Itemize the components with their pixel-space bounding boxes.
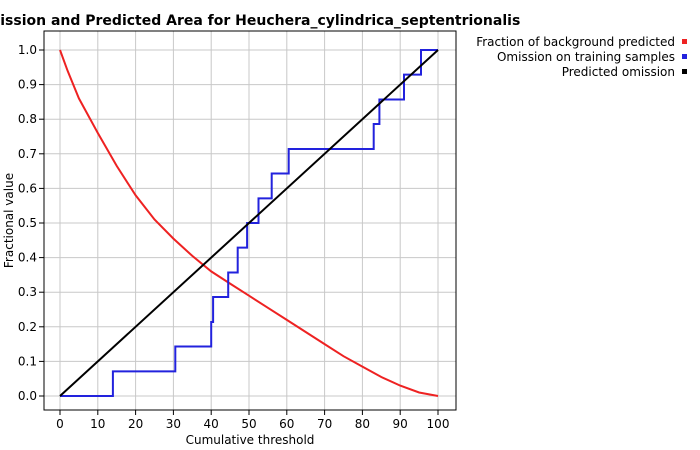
y-tick-label: 0.7	[18, 147, 37, 161]
series-line-predicted-omission	[59, 49, 439, 397]
x-tick-label: 10	[90, 417, 105, 431]
legend: Fraction of background predictedOmission…	[476, 35, 687, 79]
y-tick-label: 1.0	[18, 43, 37, 57]
x-tick-label: 60	[279, 417, 294, 431]
legend-label: Omission on training samples	[497, 50, 675, 64]
y-tick-label: 0.0	[18, 389, 37, 403]
legend-swatch	[682, 39, 687, 44]
x-tick-label: 50	[241, 417, 256, 431]
x-tick-label: 40	[204, 417, 219, 431]
plot-area	[43, 30, 457, 411]
y-tick-label: 0.8	[18, 112, 37, 126]
y-tick-label: 0.5	[18, 216, 37, 230]
x-axis-label: Cumulative threshold	[186, 433, 315, 447]
series-layer	[59, 49, 439, 397]
legend-label: Fraction of background predicted	[476, 35, 675, 49]
x-tick-label: 80	[355, 417, 370, 431]
x-tick-label: 100	[427, 417, 450, 431]
chart-title: Omission and Predicted Area for Heuchera…	[0, 13, 520, 29]
y-tick-label: 0.2	[18, 320, 37, 334]
x-tick-label: 30	[166, 417, 181, 431]
x-tick-label: 70	[317, 417, 332, 431]
series-line-fraction-of-background-predicted	[59, 49, 439, 397]
axis-ticks: 0 10 20 30 40 50 60 70 80 90 100 0.0 0.1 0.2 0.3 0.4 0.5…	[18, 43, 450, 431]
y-tick-label: 0.1	[18, 354, 37, 368]
y-tick-label: 0.3	[18, 285, 37, 299]
x-tick-label: 20	[128, 417, 143, 431]
x-tick-label: 0	[56, 417, 64, 431]
legend-swatch	[682, 69, 687, 74]
legend-swatch	[682, 54, 687, 59]
y-axis-label: Fractional value	[2, 173, 16, 268]
y-tick-label: 0.6	[18, 181, 37, 195]
legend-label: Predicted omission	[562, 65, 675, 79]
y-tick-label: 0.9	[18, 78, 37, 92]
y-tick-label: 0.4	[18, 251, 37, 265]
x-tick-label: 90	[393, 417, 408, 431]
